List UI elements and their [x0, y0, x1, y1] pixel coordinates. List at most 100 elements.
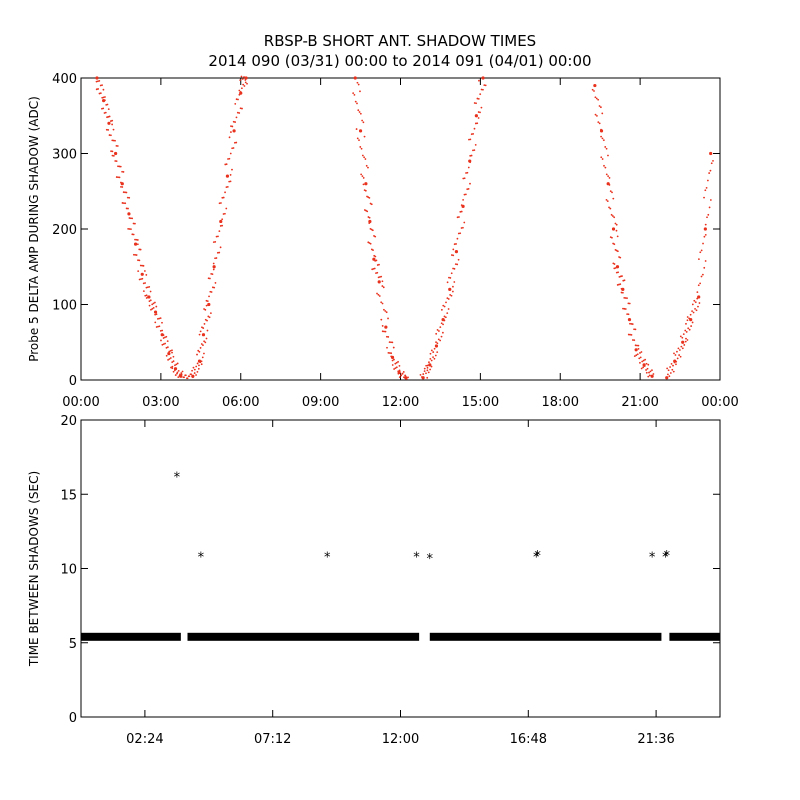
amp-trace-dot	[628, 302, 631, 305]
amp-trace-dot	[437, 338, 440, 341]
amp-trace-dot	[670, 362, 673, 365]
amp-trace-dot	[446, 312, 449, 315]
amp-trace-dot	[443, 315, 446, 318]
amp-trace-dot	[474, 122, 477, 125]
amp-trace-dot	[429, 357, 432, 360]
amp-trace-dot	[438, 330, 440, 332]
shadow-interval-x-tick-label: 21:36	[637, 732, 674, 747]
amp-trace-dot	[357, 83, 360, 86]
amp-trace-dot	[613, 243, 616, 246]
amp-trace-dot	[479, 93, 482, 96]
amp-trace-dot	[363, 156, 366, 159]
amp-trace-dot	[398, 365, 401, 367]
amp-trace-dot	[198, 333, 201, 336]
amp-trace-dot	[647, 363, 650, 366]
amp-trace-dot	[111, 150, 114, 153]
amp-trace-dot	[709, 199, 712, 201]
amp-trace-dot	[599, 106, 602, 109]
amp-trace-dot	[475, 102, 477, 105]
amp-trace-dot	[617, 271, 620, 274]
interval-point: *	[534, 549, 541, 564]
amp-trace-dot	[174, 364, 176, 367]
amp-point	[372, 257, 376, 261]
amp-trace-dot	[675, 363, 677, 366]
amp-trace-dot	[139, 264, 142, 267]
amp-trace-dot	[388, 352, 391, 354]
amp-trace-dot	[684, 340, 687, 343]
amp-trace-dot	[443, 305, 446, 308]
amp-trace-dot	[681, 347, 684, 350]
amp-trace-dot	[400, 374, 403, 377]
amp-trace-dot	[175, 367, 178, 370]
amp-trace-dot	[639, 356, 642, 359]
amp-trace-dot	[452, 267, 454, 270]
amp-trace-dot	[685, 322, 687, 325]
amp-trace-dot	[195, 365, 198, 368]
amp-trace-dot	[401, 372, 404, 375]
amp-trace-dot	[242, 83, 245, 86]
amp-trace-dot	[397, 370, 400, 373]
amp-trace-dot	[206, 329, 209, 332]
amp-trace-dot	[206, 319, 208, 322]
amp-trace-dot	[393, 358, 395, 361]
amp-trace-dot	[673, 352, 675, 355]
amp-trace-dot	[426, 369, 429, 372]
amp-trace-dot	[429, 352, 432, 355]
amp-trace-dot	[353, 93, 356, 96]
amp-trace-dot	[127, 207, 129, 210]
amp-trace-dot	[134, 253, 137, 256]
amp-trace-dot	[611, 215, 614, 217]
amp-trace-dot	[686, 316, 689, 318]
amp-trace-dot	[155, 313, 158, 316]
amp-trace-dot	[131, 217, 134, 220]
amp-trace-dot	[637, 344, 640, 347]
amp-trace-dot	[704, 223, 707, 226]
amp-trace-dot	[371, 229, 374, 232]
amp-trace-dot	[164, 342, 167, 345]
amp-trace-dot	[235, 116, 238, 119]
amp-trace-dot	[208, 316, 211, 319]
amp-trace-dot	[633, 328, 635, 331]
amp-trace-dot	[462, 177, 465, 180]
amp-trace-dot	[612, 197, 615, 200]
amp-trace-dot	[160, 339, 162, 342]
amp-trace-dot	[180, 373, 183, 376]
amp-trace-dot	[605, 173, 608, 176]
amp-trace-dot	[157, 325, 159, 328]
amp-trace-dot	[703, 196, 705, 199]
amp-trace-dot	[134, 238, 136, 241]
amp-trace-dot	[593, 90, 595, 92]
shadow-amplitude-y-tick-label: 200	[52, 223, 77, 238]
amp-trace-dot	[709, 169, 712, 172]
amp-trace-dot	[403, 376, 405, 379]
amp-point	[593, 83, 597, 88]
amp-trace-dot	[442, 323, 444, 326]
amp-trace-dot	[243, 85, 246, 87]
amp-trace-dot	[159, 317, 162, 320]
amp-trace-dot	[630, 323, 633, 325]
amp-point	[353, 76, 357, 80]
amp-trace-dot	[381, 285, 384, 287]
amp-trace-dot	[151, 303, 154, 306]
amp-trace-dot	[691, 310, 693, 313]
shadow-interval-x-tick-label: 02:24	[126, 732, 163, 747]
amp-trace-dot	[361, 119, 364, 122]
amp-trace-dot	[356, 102, 358, 105]
amp-trace-dot	[426, 364, 429, 367]
amp-trace-dot	[686, 339, 689, 341]
amp-trace-dot	[204, 318, 207, 321]
amp-trace-dot	[667, 369, 670, 372]
amp-trace-dot	[148, 304, 151, 307]
amp-trace-dot	[463, 221, 466, 224]
amp-trace-dot	[708, 172, 711, 174]
interval-baseline-band	[187, 632, 420, 641]
amp-trace-dot	[430, 349, 433, 352]
amp-trace-dot	[169, 349, 172, 352]
amp-trace-dot	[610, 213, 613, 216]
amp-trace-dot	[203, 308, 205, 310]
amp-trace-dot	[130, 228, 132, 231]
amp-trace-dot	[202, 344, 204, 347]
amp-trace-dot	[391, 364, 394, 366]
amp-trace-dot	[430, 359, 433, 362]
